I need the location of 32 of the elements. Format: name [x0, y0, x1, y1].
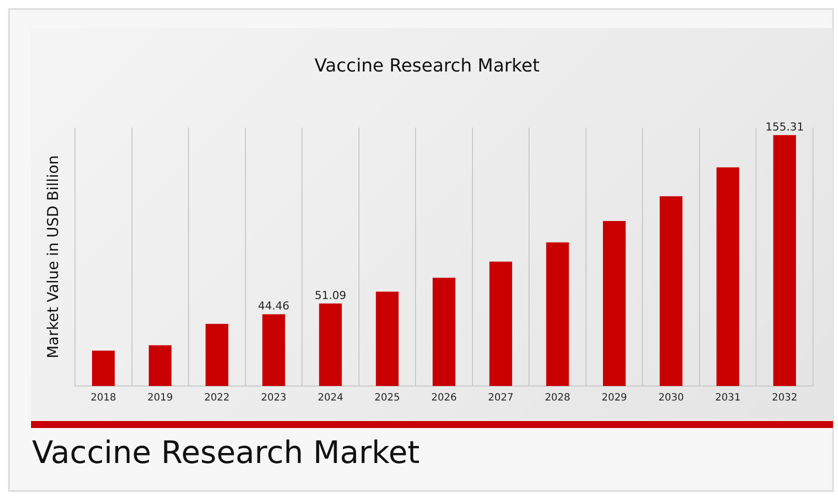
- x-tick-label: 2029: [602, 392, 628, 404]
- x-tick-label: 2027: [488, 392, 514, 404]
- bar: [546, 242, 569, 386]
- y-axis-title: Market Value in USD Billion: [44, 155, 62, 358]
- bar: [319, 303, 342, 386]
- bar: [262, 314, 286, 386]
- bar: [716, 167, 740, 386]
- x-tick-label: 2023: [260, 392, 286, 404]
- bar: [432, 278, 456, 386]
- x-tick-label: 2031: [715, 392, 741, 404]
- x-tick-label: 2028: [544, 392, 570, 404]
- data-label: 155.31: [765, 120, 804, 134]
- x-tick-label: 2024: [318, 392, 344, 404]
- data-label: 51.09: [314, 288, 346, 302]
- x-tick-label: 2019: [147, 392, 173, 404]
- x-tick-label: 2032: [772, 392, 798, 404]
- bar: [489, 262, 512, 386]
- bar: [773, 135, 796, 386]
- chart-title: Vaccine Research Market: [314, 55, 540, 76]
- x-tick-label: 2030: [658, 392, 684, 404]
- bar: [92, 350, 115, 386]
- x-tick-label: 2018: [90, 392, 116, 404]
- bar: [660, 196, 682, 386]
- bar: [206, 324, 228, 386]
- x-tick-label: 2022: [204, 392, 230, 404]
- x-tick-label: 2025: [374, 392, 400, 404]
- data-label: 44.46: [258, 300, 290, 313]
- text: Vaccine Research Market: [32, 435, 420, 471]
- x-tick-label: 2026: [431, 392, 457, 404]
- bar: [376, 292, 399, 386]
- bar: [148, 345, 172, 386]
- bar: [602, 220, 626, 386]
